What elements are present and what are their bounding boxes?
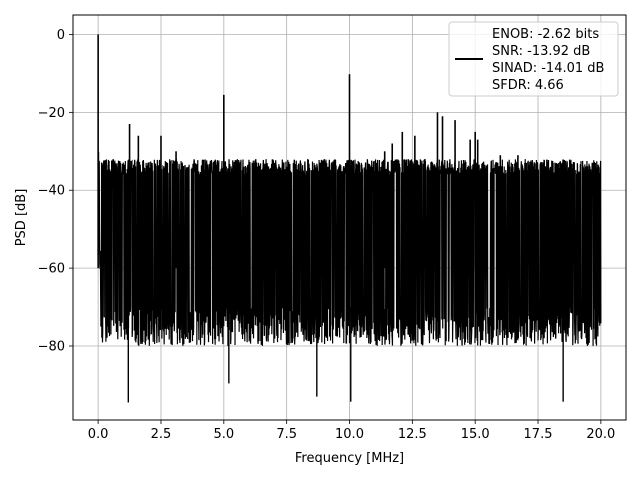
x-tick-label: 15.0 <box>461 427 490 442</box>
x-tick-label: 12.5 <box>398 427 427 442</box>
legend-entry-sfdr: SFDR: 4.66 <box>492 78 564 93</box>
x-axis-label: Frequency [MHz] <box>295 451 404 466</box>
y-tick-label: −60 <box>38 262 65 277</box>
x-tick-label: 7.5 <box>276 427 297 442</box>
legend-entry-sinad: SINAD: -14.01 dB <box>492 61 604 76</box>
x-tick-label: 2.5 <box>151 427 172 442</box>
y-tick-label: −80 <box>38 340 65 355</box>
legend-box <box>448 21 619 97</box>
psd-trace <box>97 151 602 347</box>
y-axis-label: PSD [dB] <box>14 189 29 247</box>
x-tick-label: 20.0 <box>586 427 615 442</box>
y-tick-label: −40 <box>38 184 65 199</box>
x-tick-label: 0.0 <box>88 427 109 442</box>
x-tick-label: 10.0 <box>335 427 364 442</box>
y-tick-label: 0 <box>57 28 65 43</box>
legend: ENOB: -2.62 bits SNR: -13.92 dB SINAD: -… <box>448 21 619 97</box>
series-layer <box>97 34 602 403</box>
legend-entry-snr: SNR: -13.92 dB <box>492 44 590 59</box>
axis-ticks: 0.0 2.5 5.0 7.5 10.0 12.5 15.0 17.5 20.0 0 −20 −40 −… <box>38 28 616 442</box>
legend-entry-enob: ENOB: -2.62 bits <box>492 27 599 42</box>
x-tick-label: 17.5 <box>524 427 553 442</box>
y-tick-label: −20 <box>38 106 65 121</box>
x-tick-label: 5.0 <box>213 427 234 442</box>
